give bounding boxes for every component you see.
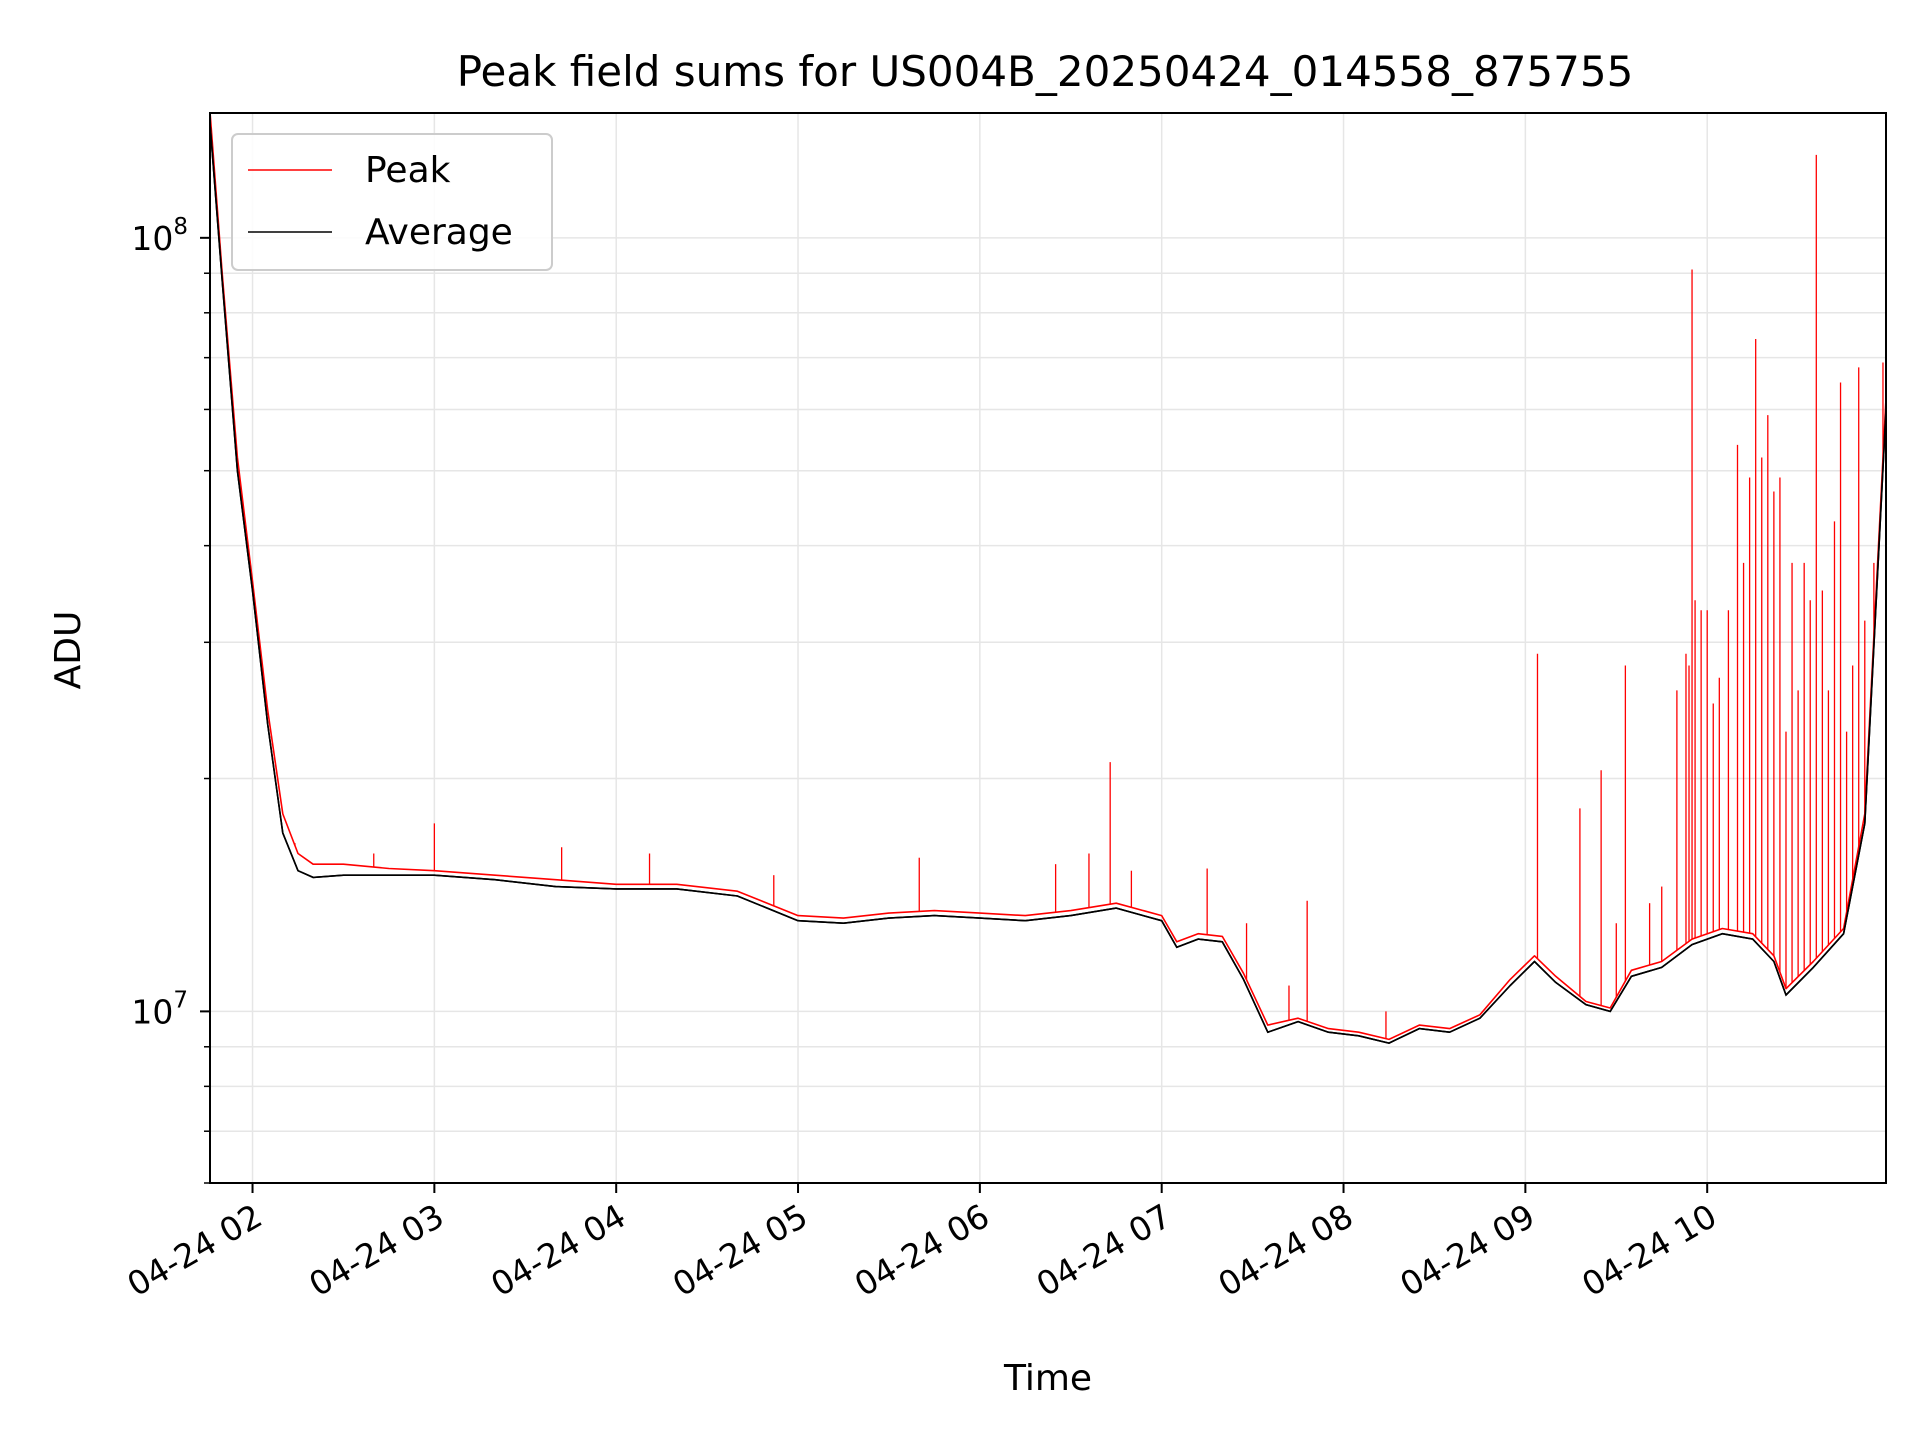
grid-lines <box>210 113 1886 1184</box>
y-tick-label: 108 <box>131 214 188 258</box>
legend-label-average: Average <box>365 212 513 253</box>
plot-frame <box>209 112 1887 1184</box>
legend-label-peak: Peak <box>365 150 451 191</box>
legend-box <box>231 133 553 271</box>
plot-background <box>210 113 1886 1183</box>
y-tick-label: 107 <box>131 987 188 1031</box>
chart-title: Peak field sums for US004B_20250424_0145… <box>457 47 1634 96</box>
y-axis-ticks: 107 108 <box>131 214 210 1184</box>
x-axis-title: Time <box>1003 1358 1092 1399</box>
y-axis-title: ADU <box>48 611 89 690</box>
series-line-average-overlay <box>210 124 1886 1044</box>
legend: Peak Average <box>231 133 553 271</box>
series-line-peak <box>210 113 1886 1041</box>
series-layer <box>210 113 1886 1044</box>
plot-area: 04-24 02 04-24 03 04-24 04 04-24 05 04-24 06… <box>121 112 1887 1304</box>
